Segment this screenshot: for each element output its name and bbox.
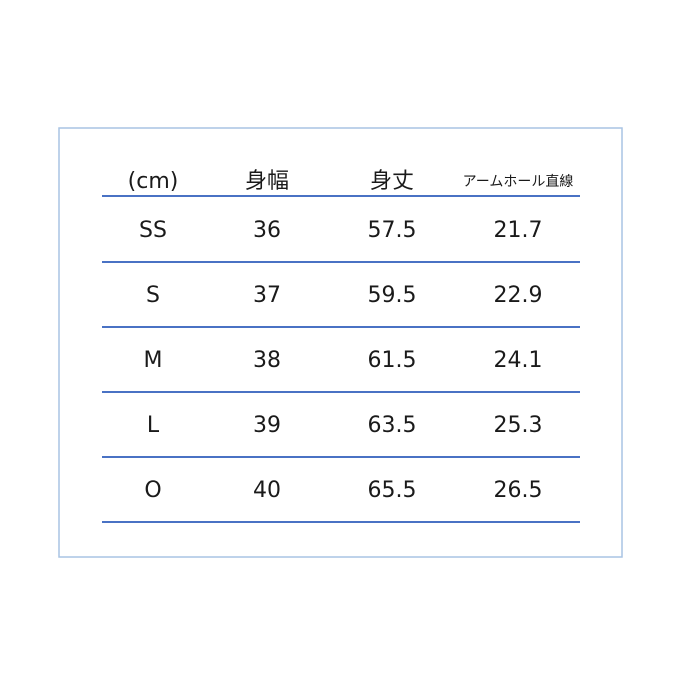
- size-label: O: [144, 478, 161, 503]
- cell: 57.5: [368, 218, 417, 243]
- cell: 38: [253, 348, 281, 373]
- size-label: M: [144, 348, 163, 373]
- cell: 65.5: [368, 478, 417, 503]
- cell: 37: [253, 283, 281, 308]
- cell: 25.3: [494, 413, 543, 438]
- cell: 22.9: [494, 283, 543, 308]
- size-label: S: [146, 283, 160, 308]
- size-label: L: [147, 413, 160, 438]
- cell: 39: [253, 413, 281, 438]
- cell: 21.7: [494, 218, 543, 243]
- header-cell: (cm): [128, 169, 179, 194]
- cell: 40: [253, 478, 281, 503]
- header-cell: 身幅: [245, 169, 289, 194]
- cell: 24.1: [494, 348, 543, 373]
- size-label: SS: [139, 218, 167, 243]
- header-cell: アームホール直線: [463, 173, 574, 190]
- frame: [58, 127, 623, 558]
- cell: 61.5: [368, 348, 417, 373]
- cell: 59.5: [368, 283, 417, 308]
- cell: 36: [253, 218, 281, 243]
- header-cell: 身丈: [370, 169, 414, 194]
- cell: 63.5: [368, 413, 417, 438]
- cell: 26.5: [494, 478, 543, 503]
